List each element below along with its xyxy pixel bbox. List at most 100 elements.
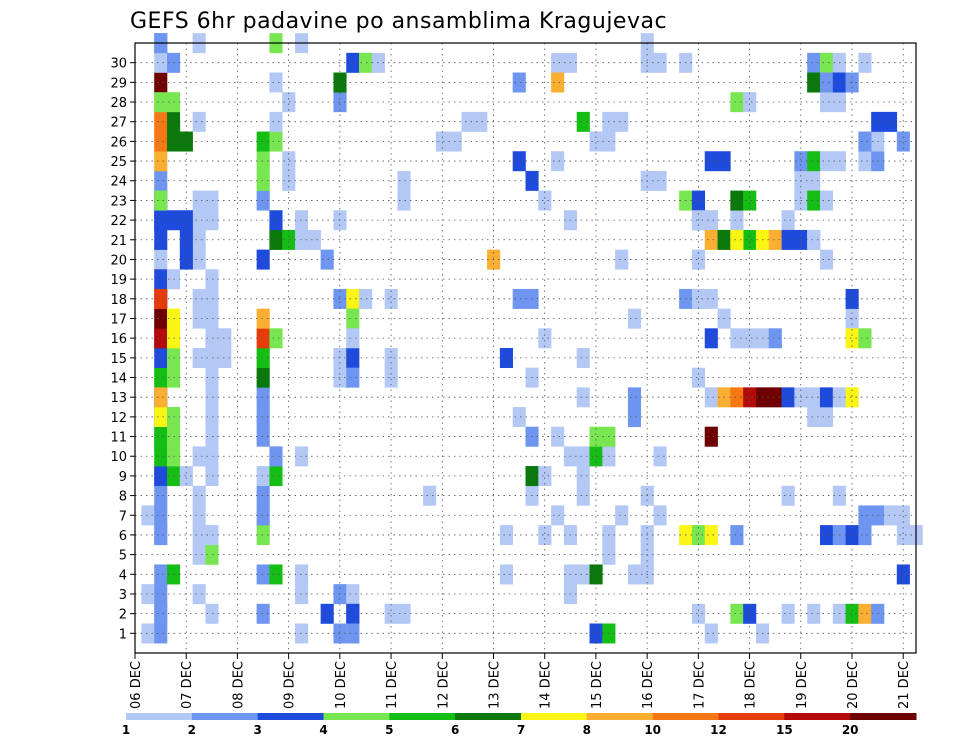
heatmap-cell (333, 92, 347, 113)
heatmap-cell (205, 367, 219, 388)
heatmap-cell (192, 249, 206, 270)
heatmap-cell (538, 525, 552, 546)
heatmap-cell (205, 407, 219, 428)
heatmap-cell (192, 190, 206, 211)
heatmap-cell (691, 190, 706, 211)
heatmap-cell (781, 485, 795, 506)
heatmap-cell (256, 131, 270, 152)
y-tick-label: 28 (110, 96, 127, 111)
heatmap-cell (256, 407, 270, 428)
heatmap-cell (346, 328, 360, 349)
legend-color-swatch (323, 713, 390, 720)
heatmap-cell (154, 131, 168, 152)
heatmap-cell (858, 603, 872, 624)
heatmap-cell (512, 407, 526, 428)
heatmap-cell (589, 131, 603, 152)
x-tick-label: 21 DEC (897, 661, 912, 709)
y-tick-label: 3 (119, 588, 127, 603)
heatmap-cell (512, 288, 526, 309)
heatmap-cell (397, 190, 411, 211)
heatmap-cell (282, 151, 296, 172)
heatmap-cell (858, 131, 872, 152)
heatmap-cell (743, 387, 757, 408)
legend-label: 8 (583, 723, 591, 737)
heatmap-cell (653, 446, 667, 467)
heatmap-cell (819, 92, 834, 113)
y-tick-label: 12 (110, 411, 127, 426)
heatmap-cell (154, 466, 168, 487)
heatmap-cell (704, 210, 718, 231)
heatmap-cell (346, 308, 360, 329)
heatmap-cell (269, 466, 283, 487)
heatmap-cell (205, 308, 219, 329)
x-tick-label: 17 DEC (692, 661, 707, 709)
heatmap-cell (589, 623, 603, 644)
heatmap-cell (154, 603, 168, 624)
legend-label: 10 (644, 723, 661, 737)
heatmap-cell (346, 348, 360, 368)
heatmap-cell (743, 328, 757, 349)
heatmap-cell (589, 426, 603, 447)
heatmap-cell (499, 525, 513, 546)
heatmap-cell (218, 348, 232, 368)
heatmap-cell (807, 387, 821, 408)
heatmap-cell (269, 210, 283, 231)
x-tick-label: 14 DEC (539, 661, 554, 709)
heatmap-cell (179, 466, 193, 487)
heatmap-cell (704, 288, 718, 309)
y-tick-label: 24 (110, 175, 127, 190)
y-tick-label: 14 (110, 372, 127, 387)
heatmap-cell (154, 407, 168, 428)
plot-frame (134, 42, 917, 654)
heatmap-cell (346, 288, 360, 309)
heatmap-cell (192, 584, 206, 605)
heatmap-cell (819, 407, 834, 428)
heatmap-cell (704, 426, 718, 447)
heatmap-cell (461, 111, 475, 132)
heatmap-cell (819, 151, 834, 172)
heatmap-cell (743, 229, 757, 250)
heatmap-cell (819, 72, 834, 93)
heatmap-cell (154, 623, 168, 644)
heatmap-cell (179, 229, 193, 250)
heatmap-cell (256, 328, 270, 349)
x-tick-label: 18 DEC (744, 661, 759, 709)
heatmap-cell (359, 288, 373, 309)
heatmap-cell (781, 387, 795, 408)
legend-label: 6 (451, 723, 459, 737)
heatmap-cell (205, 603, 219, 624)
legend-color-swatch (586, 713, 654, 720)
heatmap-cell (205, 426, 219, 447)
heatmap-cell (256, 190, 270, 211)
heatmap-cell (819, 190, 834, 211)
x-tick-label: 20 DEC (846, 661, 861, 709)
heatmap-cell (691, 288, 706, 309)
heatmap-cell (704, 328, 718, 349)
legend-color-swatch (652, 713, 719, 720)
heatmap-cell (743, 92, 757, 113)
heatmap-cell (551, 52, 565, 73)
heatmap-cell (205, 466, 219, 487)
heatmap-cell (807, 170, 821, 191)
heatmap-cell (576, 387, 590, 408)
heatmap-cell (845, 288, 859, 309)
y-tick-label: 5 (119, 549, 127, 564)
heatmap-cell (154, 328, 168, 349)
chart-title: GEFS 6hr padavine po ansamblima Kragujev… (130, 9, 667, 34)
heatmap-cell (154, 190, 168, 211)
y-tick-label: 20 (110, 253, 127, 268)
heatmap-cell (896, 564, 910, 585)
heatmap-cell (192, 544, 206, 565)
x-tick-label: 08 DEC (231, 661, 246, 709)
heatmap-cell (551, 151, 565, 172)
heatmap-cell (256, 151, 270, 172)
heatmap-cell (256, 564, 270, 585)
legend-label: 12 (710, 723, 727, 737)
x-axis-ticks: 06 DEC 07 DEC 08 DEC 09 DEC 10 DEC 11 DEC 12 D… (129, 653, 912, 709)
x-tick-label: 10 DEC (334, 661, 349, 709)
legend-color-swatch (718, 713, 785, 720)
heatmap-cell (192, 111, 206, 132)
heatmap-cell (141, 584, 155, 605)
heatmap-cell (768, 328, 782, 349)
